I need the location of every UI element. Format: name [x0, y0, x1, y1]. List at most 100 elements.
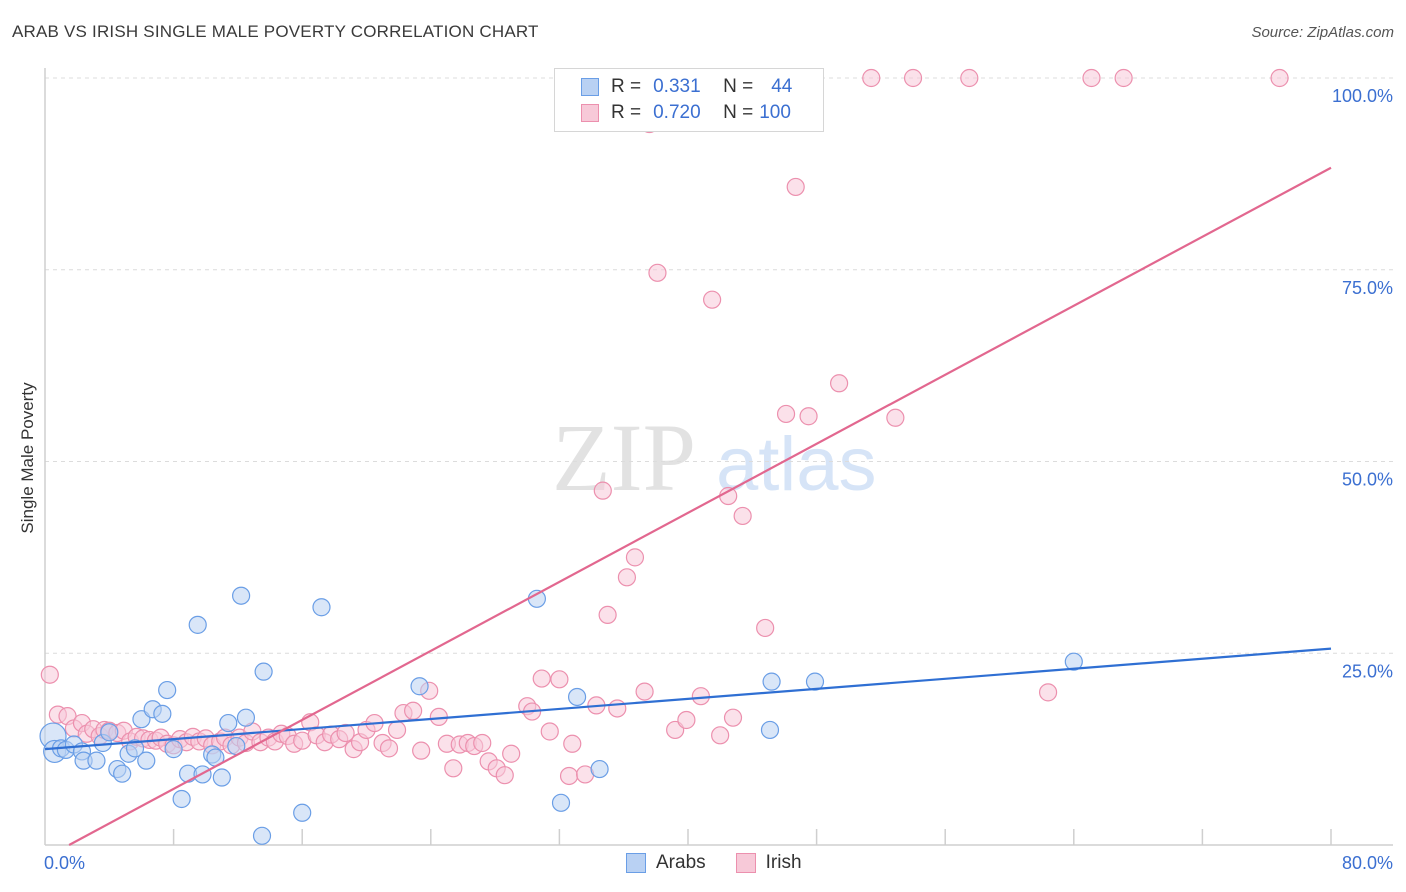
arabs-point	[125, 739, 145, 758]
legend-row-arabs: R = 0.331 N = 44	[581, 75, 792, 99]
irish-point	[733, 506, 752, 526]
source-label: Source: ZipAtlas.com	[1251, 24, 1394, 41]
irish-point	[756, 618, 775, 638]
irish-point	[404, 701, 423, 720]
arabs-point	[236, 708, 256, 727]
n-value: 100	[759, 102, 791, 123]
arabs-point	[87, 751, 106, 770]
y-tick-label: 100.0%	[1332, 86, 1393, 106]
irish-point	[1038, 683, 1058, 702]
r-value: 0.720	[653, 102, 701, 123]
y-axis-label: Single Male Poverty	[18, 382, 37, 534]
irish-swatch	[581, 104, 599, 122]
y-tick-label: 25.0%	[1342, 661, 1393, 681]
irish-point	[559, 766, 579, 786]
irish-point	[723, 708, 743, 727]
irish-point	[387, 720, 407, 740]
arabs-point	[219, 713, 238, 733]
series-legend: Arabs Irish	[626, 852, 832, 874]
irish-point	[412, 741, 431, 760]
arabs-point	[232, 586, 251, 605]
watermark-zip: ZIP	[552, 404, 696, 511]
irish-point	[444, 759, 463, 778]
watermark-atlas: atlas	[716, 422, 877, 507]
stats-legend: R = 0.331 N = 44 R = 0.720 N = 100	[554, 68, 824, 132]
arabs-point	[254, 662, 273, 681]
irish-point	[635, 682, 654, 701]
legend-label-arabs: Arabs	[656, 852, 706, 873]
irish-point	[799, 407, 818, 426]
arabs-point	[164, 740, 183, 759]
arabs-point	[172, 789, 191, 809]
irish-point	[336, 723, 355, 743]
arabs-point	[293, 803, 312, 822]
irish-point	[532, 669, 551, 688]
arabs-point	[158, 680, 177, 700]
r-value: 0.331	[653, 76, 701, 97]
arabs-point	[805, 672, 825, 691]
irish-point	[862, 68, 881, 88]
r-label: R =	[611, 76, 642, 97]
x-tick-label: 0.0%	[44, 853, 85, 873]
n-label: N =	[723, 76, 754, 97]
irish-point	[691, 687, 710, 706]
arabs-point	[760, 720, 780, 740]
irish-point	[495, 766, 514, 785]
legend-item-irish: Irish	[735, 852, 802, 874]
chart-title: ARAB VS IRISH SINGLE MALE POVERTY CORREL…	[12, 22, 539, 41]
irish-point	[502, 744, 521, 763]
y-tick-label: 50.0%	[1342, 470, 1393, 490]
irish-point	[540, 722, 559, 741]
irish-point	[593, 481, 612, 500]
arabs-point	[137, 751, 156, 770]
arabs-point	[113, 764, 132, 783]
irish-point	[960, 68, 979, 88]
y-tick-label: 75.0%	[1342, 278, 1393, 298]
arabs-point	[153, 704, 172, 723]
irish-point	[648, 263, 667, 282]
arabs-point	[762, 672, 781, 691]
x-tick-label: 80.0%	[1342, 853, 1393, 873]
irish-point	[1114, 68, 1133, 88]
irish-point	[1270, 68, 1289, 88]
r-label: R =	[611, 102, 642, 123]
arabs-point	[100, 723, 119, 742]
arabs-point	[188, 615, 207, 634]
irish-swatch	[735, 853, 756, 873]
grid	[45, 77, 1393, 654]
arabs-point	[212, 768, 231, 787]
irish-point	[473, 733, 492, 753]
legend-row-irish: R = 0.720 N = 100	[581, 101, 791, 125]
irish-point	[379, 739, 399, 758]
irish-point	[903, 68, 923, 88]
irish-point	[550, 670, 569, 689]
irish-point	[786, 177, 805, 197]
arabs-point	[410, 677, 429, 696]
legend-label-irish: Irish	[765, 852, 802, 873]
irish-point	[830, 374, 849, 393]
irish-point	[776, 404, 796, 424]
arabs-point	[1064, 652, 1083, 671]
axes	[44, 68, 1393, 846]
irish-point	[598, 605, 617, 625]
irish-point	[625, 548, 645, 567]
irish-point	[711, 726, 730, 745]
irish-point	[563, 734, 582, 753]
arabs-point	[312, 598, 331, 617]
legend-item-arabs: Arabs	[626, 852, 706, 874]
irish-point	[1082, 68, 1101, 88]
arabs-swatch	[626, 853, 646, 873]
irish-point	[40, 665, 59, 684]
n-label: N =	[723, 102, 754, 123]
irish-point	[703, 290, 722, 309]
trend-lines	[44, 166, 1332, 846]
irish-point	[677, 710, 696, 730]
irish-point	[617, 568, 637, 587]
arabs-point	[567, 687, 587, 707]
tick-labels: 25.0% 50.0% 75.0% 100.0% 0.0% 80.0%	[44, 86, 1393, 873]
arabs-swatch	[581, 78, 599, 96]
irish-point	[608, 699, 627, 718]
irish-trend-line	[68, 166, 1332, 846]
arabs-point	[252, 826, 272, 845]
